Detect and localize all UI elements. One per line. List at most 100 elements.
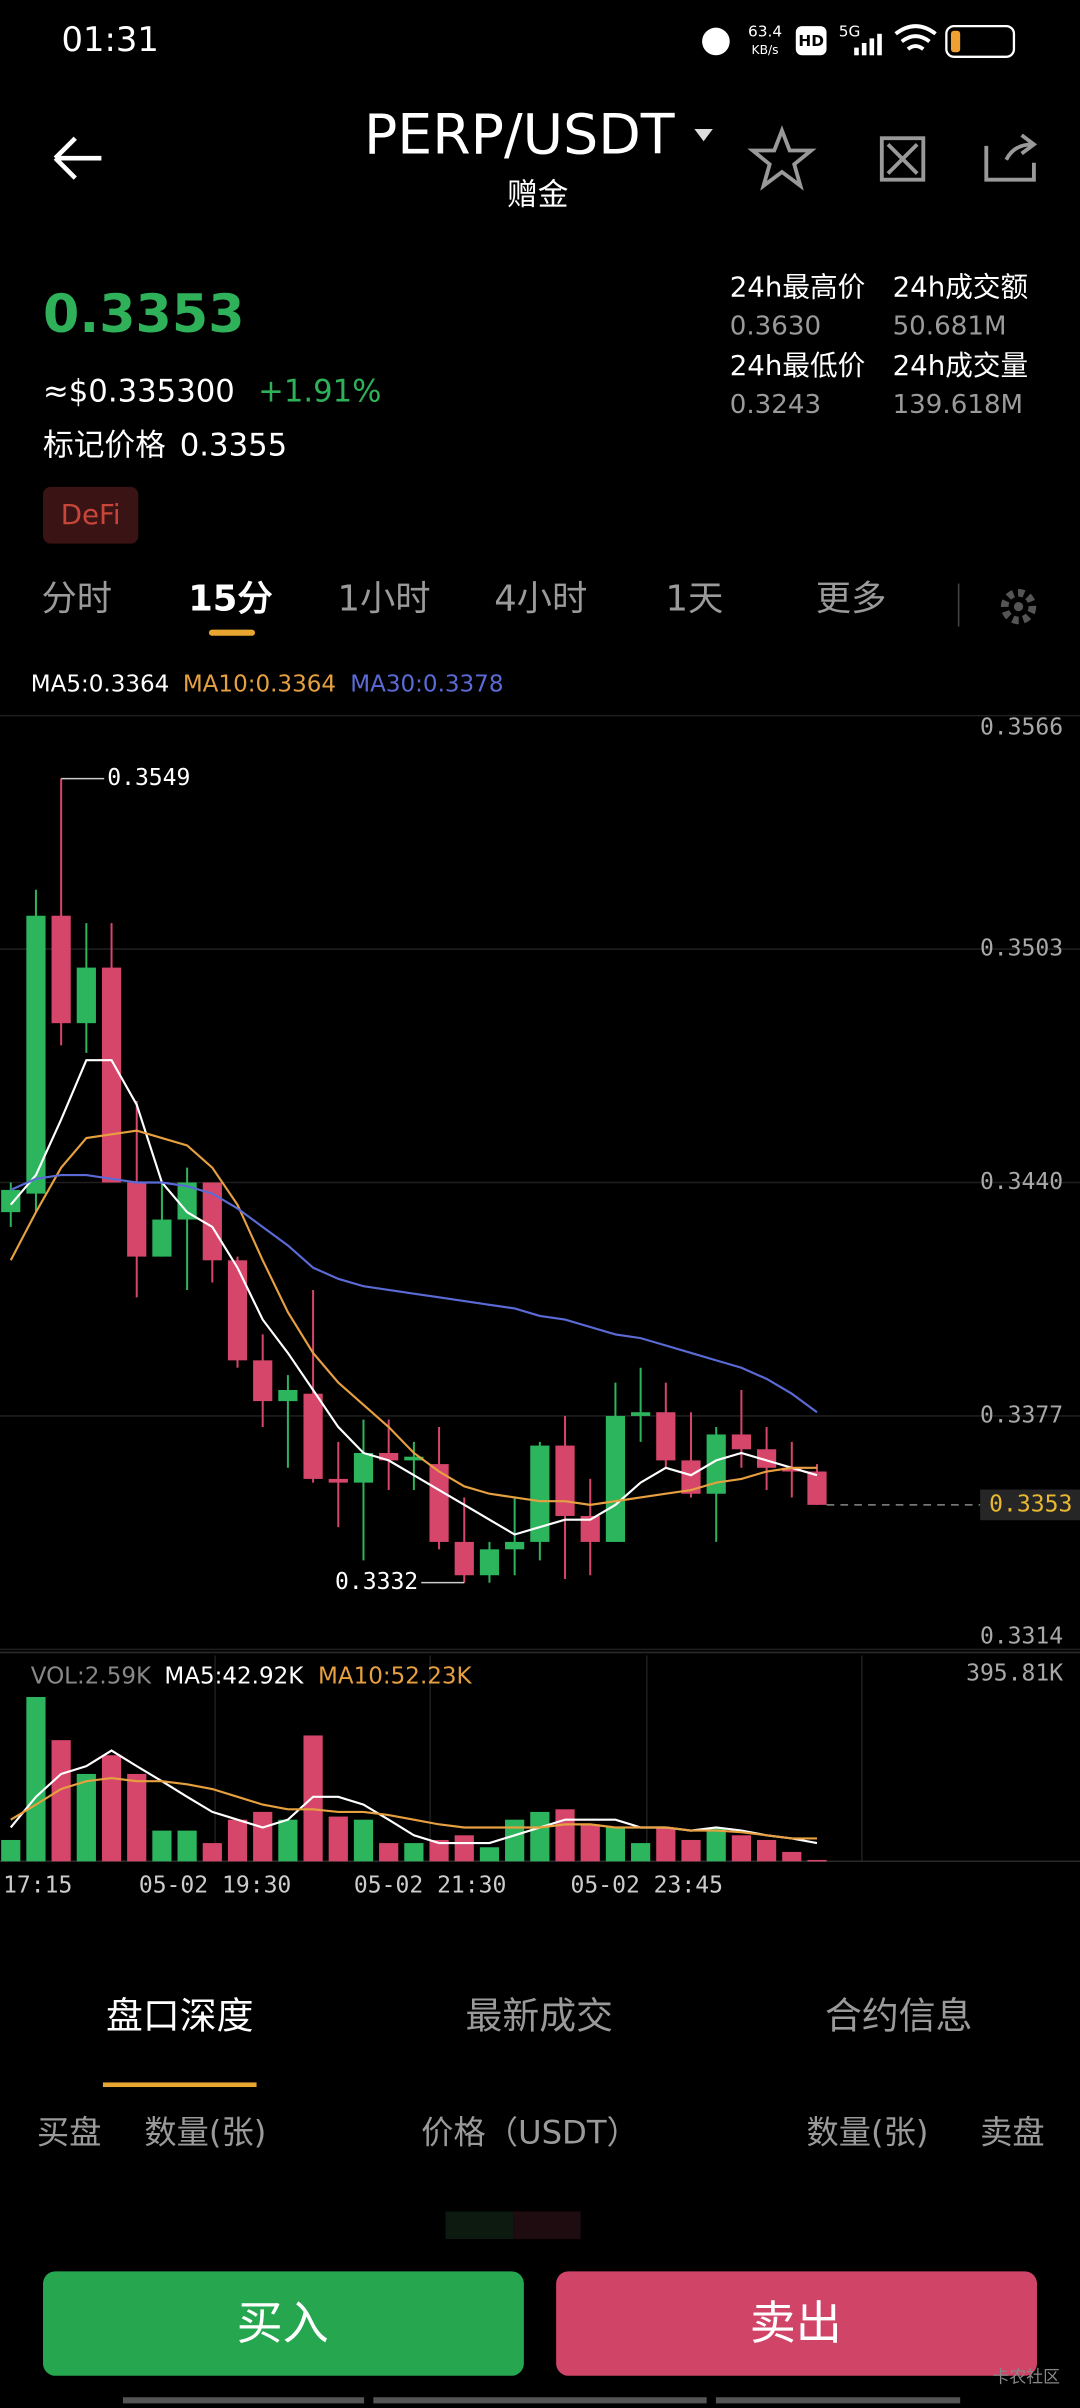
volume-ma-line — [10, 1777, 817, 1840]
ma-line — [9, 1059, 818, 1536]
tag-text[interactable]: DeFi — [61, 498, 121, 531]
clock: 01:31 — [61, 20, 158, 59]
volume-bar — [278, 1819, 298, 1862]
interval-tab[interactable]: 1小时 — [338, 578, 431, 619]
candle-body — [51, 915, 71, 1024]
fullscreen-button[interactable] — [879, 136, 926, 182]
x-tick-label: 05-02 23:45 — [571, 1872, 723, 1898]
volume-bar — [731, 1835, 752, 1862]
interval-tab[interactable]: 分时 — [41, 578, 112, 619]
candle-body — [101, 967, 122, 1183]
orderbook-header: 买盘 — [37, 2114, 102, 2152]
interval-tab-active[interactable]: 15分 — [188, 578, 272, 619]
volume-bar — [202, 1843, 222, 1862]
volume-bar — [454, 1835, 474, 1862]
volume-bar — [26, 1696, 46, 1862]
mark-price-label: 标记价格 — [43, 427, 166, 463]
orderbook-header: 价格（USDT） — [421, 2114, 639, 2152]
x-tick-label: 05-02 19:30 — [139, 1872, 291, 1898]
candle-body — [353, 1452, 374, 1483]
volume-bar — [227, 1819, 248, 1862]
volume-bar — [303, 1735, 323, 1862]
depth-bar — [513, 2211, 581, 2240]
bottom-tab[interactable]: 合约信息 — [825, 1994, 972, 2037]
settings-button[interactable] — [1000, 588, 1037, 625]
hd-text: HD — [798, 32, 824, 50]
buy-button[interactable] — [43, 2271, 524, 2376]
net-unit: KB/s — [752, 43, 779, 57]
hd-badge — [795, 26, 827, 56]
signal-bars — [854, 33, 882, 56]
depth-bar — [445, 2211, 514, 2240]
x-tick-label: 17:15 — [3, 1872, 72, 1898]
candle-body — [177, 1182, 197, 1220]
ma-line — [9, 1129, 817, 1506]
battery — [945, 24, 1016, 58]
wifi-icon — [894, 24, 937, 51]
volume-legend: MA5:42.92K — [164, 1664, 304, 1690]
stat-label: 24h成交量 — [893, 349, 1029, 382]
volume-bar — [706, 1827, 726, 1862]
pair-subtitle: 赠金 — [507, 177, 568, 213]
volume-legend: MA10:52.23K — [318, 1664, 473, 1690]
sell-button[interactable] — [556, 2271, 1037, 2376]
candle-body — [706, 1434, 726, 1494]
pair-dropdown[interactable] — [694, 129, 713, 142]
candle-body — [76, 967, 96, 1024]
volume-tick-label: 395.81K — [966, 1660, 1063, 1686]
interval-indicator — [208, 629, 256, 636]
candle-body — [152, 1219, 172, 1257]
stat-label: 24h成交额 — [893, 271, 1029, 304]
chart: 0.3566 0.3503 0.3440 0.3377 0.3314 MA5:0.3364… — [0, 671, 1080, 1898]
volume-bar — [152, 1830, 172, 1862]
tag-badge[interactable] — [43, 486, 139, 544]
interval-tab[interactable]: 更多 — [816, 578, 887, 619]
share-button[interactable] — [984, 133, 1038, 182]
mark-price: 0.3355 — [180, 427, 287, 463]
volume-bar — [429, 1839, 449, 1862]
candle-body — [26, 915, 46, 1194]
candle-body — [605, 1415, 626, 1542]
volume-bar — [127, 1773, 147, 1862]
volume-bar — [580, 1824, 600, 1862]
candle-body — [681, 1460, 701, 1494]
favorite-button[interactable] — [747, 125, 817, 191]
candle-body — [127, 1182, 147, 1257]
candle-body — [404, 1456, 424, 1461]
volume-bar — [253, 1811, 273, 1862]
candle-body — [731, 1434, 752, 1450]
candle-body — [278, 1389, 298, 1402]
interval-tab[interactable]: 4小时 — [494, 578, 587, 619]
y-tick-label: 0.3377 — [980, 1402, 1063, 1428]
x-tick-label: 05-02 21:30 — [354, 1872, 506, 1898]
stat-value: 139.618M — [893, 390, 1024, 420]
buy-label[interactable]: 买入 — [237, 2296, 329, 2350]
volume-bar — [555, 1809, 575, 1862]
high-marker-label: 0.3549 — [107, 765, 190, 791]
candle-body — [303, 1393, 323, 1479]
candle-body — [807, 1471, 827, 1505]
volume-bar — [379, 1843, 399, 1862]
volume-bar — [505, 1819, 525, 1862]
alarm-icon — [702, 27, 730, 56]
candle-body — [253, 1360, 273, 1402]
last-price-label: 0.3353 — [989, 1491, 1072, 1517]
sell-label[interactable]: 卖出 — [750, 2296, 842, 2350]
volume-bar — [1, 1839, 21, 1862]
volume-bar — [756, 1839, 777, 1862]
stat-label: 24h最低价 — [730, 349, 866, 382]
bottom-tab-active[interactable]: 盘口深度 — [106, 1994, 253, 2037]
ma-line — [10, 1174, 818, 1414]
interval-tab[interactable]: 1天 — [665, 578, 723, 619]
stat-label: 24h最高价 — [730, 271, 866, 304]
orderbook-header: 数量(张) — [144, 2114, 266, 2152]
candle-body — [530, 1445, 550, 1542]
back-button[interactable] — [53, 136, 102, 180]
volume-bar — [76, 1773, 96, 1862]
y-tick-label: 0.3440 — [980, 1169, 1063, 1195]
pair-title[interactable]: PERP/USDT — [364, 103, 675, 167]
volume-bar — [353, 1819, 374, 1862]
bottom-tab[interactable]: 最新成交 — [465, 1994, 612, 2037]
